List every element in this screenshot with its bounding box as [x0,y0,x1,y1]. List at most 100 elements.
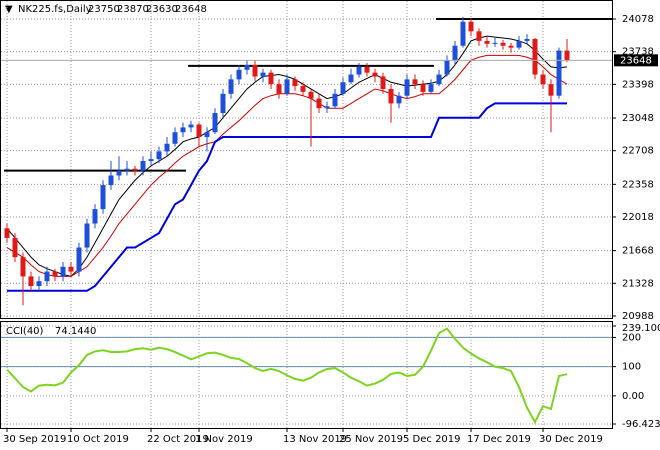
candle-body [468,21,474,32]
candle-body [284,79,290,94]
candle-body [4,228,10,238]
candle-body [212,113,218,133]
ohlc-open: 23750 [88,4,120,15]
y-tick-label: 22358 [622,179,654,190]
candle-body [68,266,74,272]
candle-body [452,45,458,61]
cci-value: 74.1440 [55,326,96,337]
candle-body [484,40,490,44]
y-tick-label: 22018 [622,212,654,223]
candle-body [204,132,210,138]
candle-body [404,79,410,96]
candle-body [348,74,354,83]
y-tick-label: 21668 [622,246,654,257]
candle-body [548,84,554,96]
candle-body [260,72,266,77]
y-tick-label: 23738 [622,47,654,58]
cci-panel [0,321,613,429]
candle-body [412,79,418,85]
candle-body [268,72,274,85]
y-tick-label: 23048 [622,113,654,124]
candle-body [332,93,338,107]
x-tick-label: 25 Nov 2019 [339,434,403,445]
candle-body [364,66,370,73]
x-tick-label: 13 Nov 2019 [283,434,347,445]
candle-body [372,72,378,77]
candle-body [76,247,82,272]
candle-body [44,271,50,282]
candle-body [92,209,98,224]
candle-body [188,124,194,128]
candle-body [324,106,330,109]
candle-body [556,50,562,96]
cci-line [6,327,568,425]
candle-body [20,257,26,277]
candle-body [492,42,498,44]
candle-body [428,84,434,92]
candle-body [476,31,482,41]
cci-y-tick-label: 239.1008 [622,323,660,334]
candle-body [36,281,42,286]
cci-label: CCI(40) [6,326,44,337]
candle-body [524,39,530,41]
y-tick-label: 22708 [622,146,654,157]
candle-body [444,60,450,75]
candle-body [420,84,426,92]
y-tick-label: 21328 [622,278,654,289]
candle-body [116,170,122,176]
ohlc-close: 23648 [175,4,207,15]
candle-body [236,69,242,80]
candle-body [180,127,186,133]
candle-body [388,88,394,104]
candle-body [140,161,146,171]
cci-y-tick-label: -96.4234 [622,419,660,430]
candle-body [436,74,442,85]
candle-body [396,95,402,104]
candle-body [52,271,58,277]
candle-body [244,64,250,70]
candle-body [108,175,114,186]
candle-body [300,86,306,92]
y-tick-label: 20988 [622,311,654,322]
price-panel [0,0,613,319]
y-tick-label: 24078 [622,14,654,25]
candle-body [292,79,298,87]
collapse-arrow: ▼ [5,4,13,15]
candle-body [460,21,466,46]
candle-body [228,79,234,94]
cci-y-tick-label: 100 [622,362,641,373]
x-tick-label: 30 Sep 2019 [3,434,66,445]
candle-body [156,151,162,160]
candle-body [132,168,138,171]
ohlc-low: 23630 [146,4,178,15]
candle-body [220,93,226,114]
indicator-line [7,102,567,292]
candle-body [252,64,258,77]
candle-body [540,74,546,85]
candle-body [308,91,314,99]
candle-body [100,185,106,210]
candle-body [164,143,170,152]
candle-body [508,45,514,48]
x-tick-label: 22 Oct 2019 [147,434,209,445]
candle-body [532,39,538,75]
x-tick-label: 5 Dec 2019 [403,434,461,445]
candle-body [356,66,362,75]
candle-body [12,237,18,258]
y-tick-label: 23398 [622,79,654,90]
candle-body [84,223,90,248]
candle-body [316,98,322,109]
candle-body [172,132,178,144]
current-price-label: 23648 [620,55,652,66]
x-tick-label: 17 Dec 2019 [467,434,531,445]
candle-body [564,50,570,61]
x-tick-label: 10 Oct 2019 [67,434,129,445]
candle-body [196,124,202,138]
candle-body [340,82,346,94]
x-tick-label: 30 Dec 2019 [539,434,603,445]
candle-body [380,76,386,89]
chart-title: NK225.fs,Daily [18,4,92,15]
candle-body [500,42,506,46]
candle-body [148,159,154,162]
candle-body [276,84,282,94]
